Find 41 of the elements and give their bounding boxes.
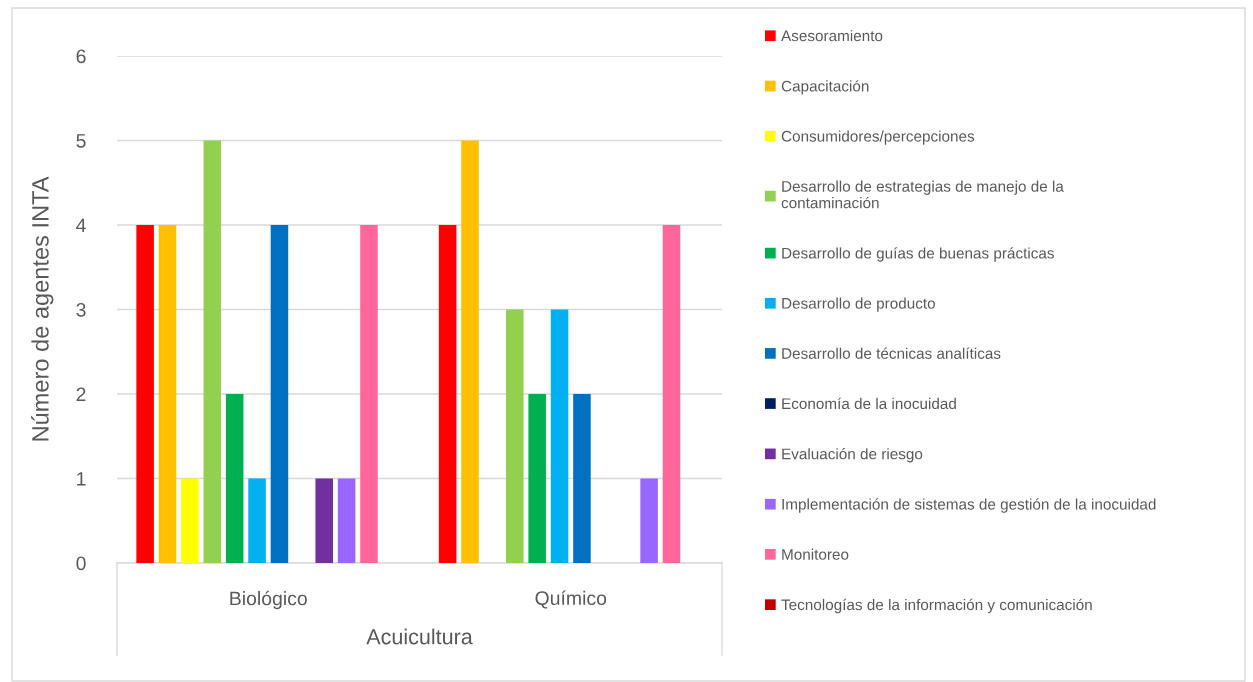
y-tick-label: 2 (76, 387, 86, 402)
y-tick-label: 5 (76, 134, 86, 148)
y-tick-label: 6 (76, 49, 86, 64)
y-axis-title: Número de agentes INTA (31, 176, 54, 441)
bar (640, 478, 658, 563)
x-axis-title: Acuicultura (366, 628, 473, 645)
bar (573, 394, 591, 563)
legend-label: Capacitación (781, 80, 869, 95)
y-tick-label: 0 (76, 556, 86, 571)
bar (550, 309, 569, 563)
y-tick-label: 3 (76, 302, 86, 317)
y-tick-label: 4 (76, 218, 86, 233)
bar (248, 478, 266, 563)
bar (270, 225, 289, 563)
legend-label: Consumidores/percepciones (781, 130, 975, 145)
bar (528, 394, 546, 563)
legend-label: Desarrollo de técnicas analíticas (782, 347, 1001, 359)
legend-label: Tecnologías de la información y comunicación (781, 598, 1092, 614)
bar (506, 309, 524, 563)
bar (136, 225, 154, 563)
bar (181, 478, 199, 563)
x-tick-label: Químico (535, 590, 607, 609)
bar (438, 225, 457, 563)
x-tick-label: Biológico (230, 590, 307, 610)
legend-label: Desarrollo de guías de buenas prácticas (782, 247, 1054, 262)
bar (461, 140, 479, 563)
bar (360, 225, 378, 563)
legend-label: Implementación de sistemas de gestión de la inocuidad (782, 498, 1156, 513)
bar (662, 225, 681, 563)
y-tick-label: 1 (77, 472, 86, 486)
bar (337, 478, 356, 563)
legend-label: Asesoramiento (781, 30, 883, 42)
bar (203, 140, 222, 563)
legend-label: Evaluación de riesgo (782, 447, 923, 463)
legend-label: Monitoreo (782, 548, 849, 560)
legend-label: Economía de la inocuidad (782, 397, 956, 410)
legend-label: Desarrollo de producto (782, 297, 935, 312)
legend-label: Desarrollo de estrategias de manejo de la contaminación (781, 180, 1064, 209)
bar (315, 478, 333, 563)
bar (158, 225, 177, 563)
bar (225, 394, 244, 563)
